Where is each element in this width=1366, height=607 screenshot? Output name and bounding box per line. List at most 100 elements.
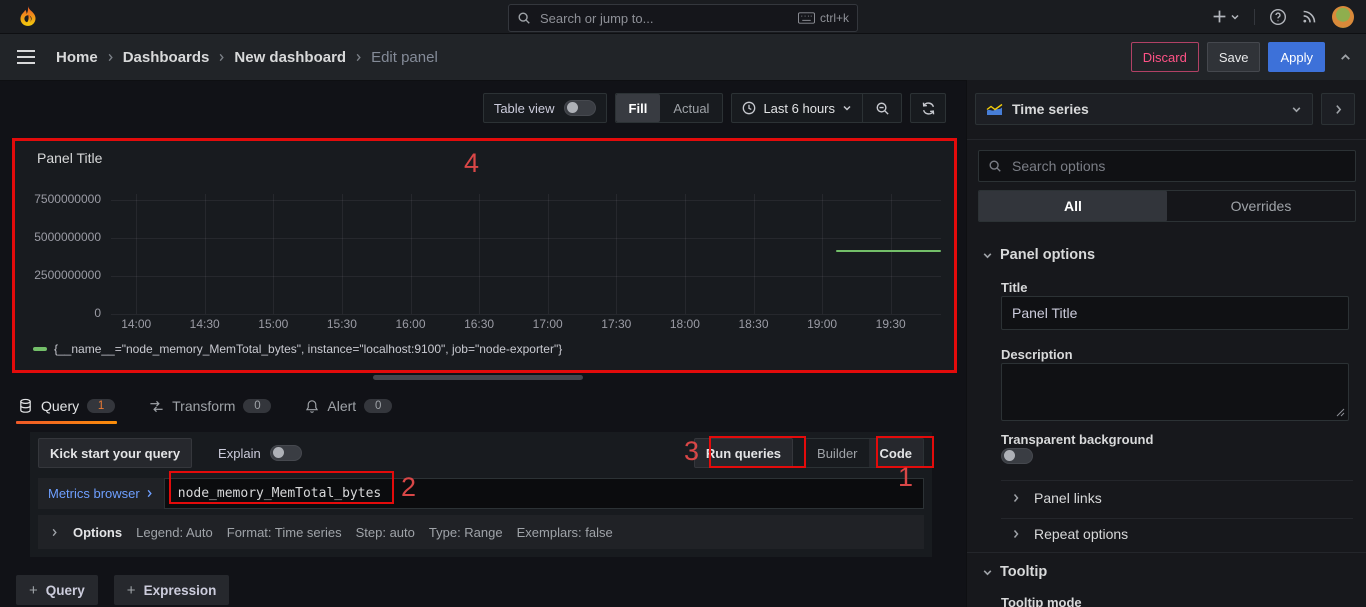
discard-button[interactable]: Discard [1130,42,1199,72]
plot-area[interactable] [111,194,941,315]
tab-alert-label: Alert [327,398,357,414]
news-button[interactable] [1301,8,1318,25]
topbar-divider [1254,8,1255,25]
panel-edit-area: Table view Fill Actual Last 6 hours [0,80,966,607]
chart-legend: {__name__="node_memory_MemTotal_bytes", … [33,342,562,356]
y-axis-tick-label: 0 [94,306,101,320]
table-view-label: Table view [493,100,555,116]
panel-title-input[interactable] [1001,296,1349,330]
grafana-logo[interactable] [16,5,40,29]
promql-code-editor[interactable]: node_memory_MemTotal_bytes [163,478,924,509]
breadcrumb-dashboards[interactable]: Dashboards [122,48,210,66]
breadcrumb-new-dashboard[interactable]: New dashboard [234,48,347,66]
option-summary-item: Legend: Auto [136,524,213,540]
legend-series-swatch[interactable] [33,347,47,351]
collapse-sidebar-button[interactable] [1321,93,1355,125]
tab-overrides[interactable]: Overrides [1230,198,1292,214]
visualization-picker[interactable]: Time series [975,93,1313,125]
chevron-down-icon [1231,14,1239,20]
builder-code-switch: Builder Code [805,438,924,468]
help-button[interactable] [1269,8,1287,26]
divider [1001,518,1353,519]
query-add-buttons: + Query + Expression [16,575,230,605]
options-summary-values: Legend: Auto Format: Time series Step: aut… [136,525,613,540]
x-axis-tick-label: 16:00 [395,317,426,331]
metrics-browser-button[interactable]: Metrics browser [38,478,164,509]
query-editor: Kick start your query Explain Run querie… [30,432,932,557]
add-new-button[interactable] [1212,9,1240,24]
tab-all[interactable]: All [979,191,1167,221]
keyboard-icon [797,12,815,24]
builder-option[interactable]: Builder [817,445,858,461]
table-view-control: Table view [482,93,607,123]
refresh-button[interactable] [910,93,946,123]
gridline-horizontal [111,238,941,240]
panel-options-section-header[interactable]: Panel options [982,247,1095,263]
view-toolbar: Table view Fill Actual Last 6 hours [0,93,946,123]
legend-series-label[interactable]: {__name__="node_memory_MemTotal_bytes", … [54,342,563,356]
option-summary-item: Step: auto [355,524,415,540]
time-range-label: Last 6 hours [763,100,835,116]
search-input[interactable] [538,9,791,27]
query-options-summary[interactable]: Options Legend: Auto Format: Time series S… [38,515,924,549]
explain-control: Explain [218,445,302,461]
gridline-vertical [684,194,686,314]
breadcrumb-edit-panel: Edit panel [371,48,438,66]
y-axis-tick-label: 5000000000 [34,230,101,245]
alert-count-badge: 0 [364,399,393,413]
transparent-background-toggle[interactable] [1001,448,1033,464]
chevron-right-icon [52,528,57,536]
tooltip-header-label: Tooltip [1000,564,1048,580]
shortcut-label: ctrl+k [819,11,849,25]
tab-transform[interactable]: Transform 0 [147,388,273,424]
user-avatar[interactable] [1332,5,1354,28]
description-field-label: Description [1001,347,1073,362]
apply-button[interactable]: Apply [1268,42,1325,72]
chevron-right-icon [106,53,115,62]
gridline-vertical [410,194,412,314]
hamburger-icon [17,50,35,64]
query-count-badge: 1 [87,399,116,413]
tab-alert[interactable]: Alert 0 [303,388,394,424]
menu-toggle-button[interactable] [16,49,36,65]
options-search-input[interactable] [1010,157,1346,175]
gridline-vertical [479,194,481,314]
add-expression-button[interactable]: + Expression [113,575,230,605]
add-query-button[interactable]: + Query [16,575,98,605]
series-line [835,250,941,252]
zoom-out-time-button[interactable] [862,94,901,122]
panel-resize-handle[interactable] [373,375,583,380]
chevron-down-icon [983,252,992,258]
chevron-down-icon [843,105,851,111]
search-bar[interactable]: ctrl+k [508,4,858,32]
panel-preview[interactable]: Panel Title 0 2500000000 5000000000 7500000… [14,140,956,372]
x-axis-tick-label: 15:30 [326,317,357,331]
run-queries-button[interactable]: Run queries [693,438,794,468]
save-button[interactable]: Save [1206,42,1261,72]
query-editor-toolbar: Kick start your query Explain Run querie… [38,438,924,468]
collapse-options-pane-button[interactable] [1339,51,1352,64]
code-option[interactable]: Code [868,439,923,467]
repeat-options-section-header[interactable]: Repeat options [1011,526,1128,542]
tab-transform-label: Transform [172,398,236,414]
tooltip-section-header[interactable]: Tooltip [982,564,1047,580]
panel-description-textarea[interactable] [1001,363,1349,421]
time-range-picker[interactable]: Last 6 hours [732,101,862,116]
gridline-horizontal [111,276,941,277]
gridline-vertical [616,194,618,314]
options-search-box[interactable] [978,150,1356,182]
panel-links-section-header[interactable]: Panel links [1011,490,1102,506]
chevron-down-icon [1292,106,1301,112]
gridline-vertical [341,194,343,314]
panel-title: Panel Title [37,150,103,166]
actual-option[interactable]: Actual [673,100,710,116]
breadcrumb-home[interactable]: Home [56,48,98,66]
table-view-toggle[interactable] [563,100,596,116]
x-axis-tick-label: 18:00 [669,317,700,331]
tab-query[interactable]: Query 1 [16,388,118,424]
x-axis-tick-label: 16:30 [464,317,495,331]
kick-start-query-button[interactable]: Kick start your query [38,438,193,468]
explain-toggle[interactable] [269,445,302,461]
gridline-horizontal [111,314,941,315]
fill-option[interactable]: Fill [615,94,661,122]
